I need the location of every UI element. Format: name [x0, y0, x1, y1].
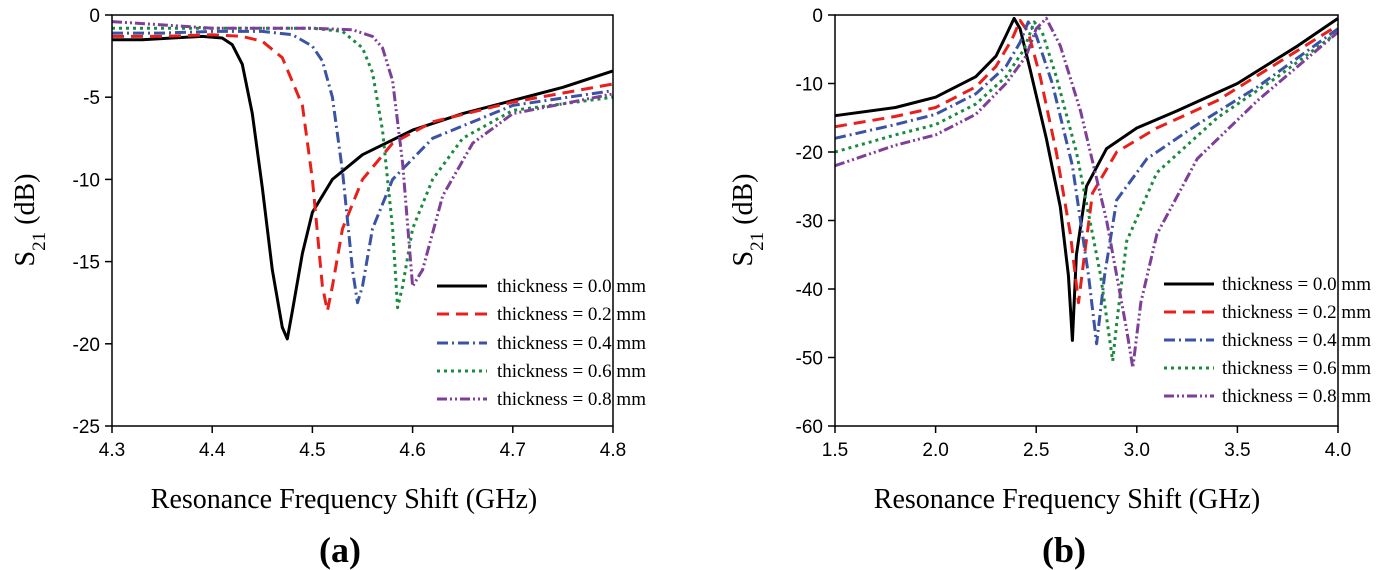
y-tick-label-a-1: -5	[83, 88, 100, 109]
y-tick-label-b-2: -20	[796, 143, 823, 164]
legend-label-a-1: thickness = 0.2 mm	[497, 304, 646, 325]
panel-b-y-axis-title-sub: 21	[747, 232, 768, 251]
panel-b: 1.5 2.0 2.5 3.0 3.5 4.0 0 -10 -20 -30 -40 -50 -60 Re…	[728, 6, 1371, 570]
x-tick-label-b-5: 4.0	[1325, 440, 1351, 461]
panel-b-y-axis-title-unit: (dB)	[728, 174, 759, 232]
y-tick-label-a-2: -10	[73, 170, 100, 191]
panel-b-ticks-group: 1.5 2.0 2.5 3.0 3.5 4.0 0 -10 -20 -30 -40 -50 -60	[796, 6, 1352, 461]
panel-b-x-axis-title: Resonance Frequency Shift (GHz)	[874, 484, 1260, 515]
panel-a-legend: thickness = 0.0 mm thickness = 0.2 mm th…	[437, 276, 646, 410]
series-line-b-4	[834, 16, 1339, 370]
panel-b-label: (b)	[1042, 530, 1086, 570]
panel-a-y-axis-title-main: S	[10, 251, 41, 267]
panel-a-label: (a)	[319, 530, 361, 570]
x-tick-label-a-0: 4.3	[99, 440, 125, 461]
panel-b-legend: thickness = 0.0 mm thickness = 0.2 mm th…	[1164, 274, 1371, 407]
y-tick-label-b-1: -10	[796, 75, 823, 96]
x-tick-label-b-4: 3.5	[1224, 440, 1250, 461]
panel-b-y-axis-title: S21 (dB)	[728, 174, 768, 267]
y-tick-label-b-0: 0	[812, 6, 823, 27]
legend-label-a-4: thickness = 0.8 mm	[497, 389, 646, 410]
x-tick-label-b-2: 2.5	[1023, 440, 1049, 461]
x-tick-label-a-3: 4.6	[399, 440, 425, 461]
panel-a-x-axis-title: Resonance Frequency Shift (GHz)	[151, 484, 537, 515]
panel-a: 4.3 4.4 4.5 4.6 4.7 4.8 0 -5 -10 -15 -20 -25 Resona…	[10, 6, 646, 570]
y-tick-label-a-4: -20	[73, 335, 100, 356]
y-tick-label-a-5: -25	[73, 417, 100, 438]
series-line-a-2	[112, 29, 614, 305]
panel-b-series-group	[834, 16, 1339, 370]
x-tick-label-b-3: 3.0	[1124, 440, 1150, 461]
legend-label-b-0: thickness = 0.0 mm	[1222, 274, 1371, 295]
x-tick-label-a-1: 4.4	[199, 440, 226, 461]
panel-a-plot-frame	[111, 14, 614, 427]
series-line-a-1	[112, 33, 614, 313]
series-line-a-4	[111, 20, 614, 288]
y-tick-label-b-6: -60	[796, 417, 823, 438]
x-tick-label-a-5: 4.8	[600, 440, 626, 461]
panel-a-ticks-group: 4.3 4.4 4.5 4.6 4.7 4.8 0 -5 -10 -15 -20 -25	[73, 6, 627, 461]
series-line-b-2	[834, 20, 1339, 346]
legend-label-a-3: thickness = 0.6 mm	[497, 361, 646, 382]
panel-a-y-axis-title: S21 (dB)	[10, 174, 50, 267]
legend-label-b-2: thickness = 0.4 mm	[1222, 330, 1371, 351]
y-tick-label-b-4: -40	[796, 280, 823, 301]
y-tick-label-b-3: -30	[796, 212, 823, 233]
y-tick-label-b-5: -50	[796, 349, 823, 370]
y-tick-label-a-3: -15	[73, 253, 100, 274]
series-line-b-3	[834, 20, 1339, 363]
panel-a-y-axis-title-unit: (dB)	[10, 174, 41, 232]
legend-label-b-3: thickness = 0.6 mm	[1222, 358, 1371, 379]
legend-label-a-2: thickness = 0.4 mm	[497, 333, 646, 354]
panel-a-y-axis-title-sub: 21	[29, 232, 50, 251]
legend-label-b-1: thickness = 0.2 mm	[1222, 302, 1371, 323]
panel-a-series-group	[111, 20, 614, 341]
legend-label-b-4: thickness = 0.8 mm	[1222, 386, 1371, 407]
x-tick-label-b-0: 1.5	[822, 440, 848, 461]
x-tick-label-a-2: 4.5	[299, 440, 325, 461]
series-line-b-0	[834, 16, 1339, 342]
series-line-b-1	[834, 19, 1339, 305]
x-tick-label-b-1: 2.0	[922, 440, 948, 461]
series-line-a-3	[112, 26, 614, 310]
x-tick-label-a-4: 4.7	[500, 440, 526, 461]
y-tick-label-a-0: 0	[89, 6, 100, 27]
legend-label-a-0: thickness = 0.0 mm	[497, 276, 646, 297]
panel-b-y-axis-title-main: S	[728, 251, 759, 267]
